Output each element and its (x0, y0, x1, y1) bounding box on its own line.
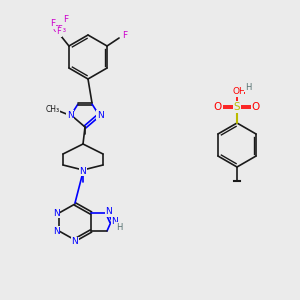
Text: N: N (106, 208, 112, 217)
Text: H: H (245, 82, 251, 91)
Text: N: N (67, 110, 73, 119)
Text: F: F (50, 20, 56, 28)
Text: N: N (52, 226, 59, 236)
Text: N: N (72, 238, 78, 247)
Text: S: S (234, 102, 240, 112)
Text: N: N (112, 218, 118, 226)
Text: CF₃: CF₃ (53, 26, 67, 34)
Text: F: F (122, 32, 128, 40)
Text: O: O (252, 102, 260, 112)
Text: F: F (63, 16, 68, 25)
Text: N: N (97, 110, 104, 119)
Text: OH: OH (232, 88, 246, 97)
Text: CH₃: CH₃ (46, 106, 60, 115)
Text: N: N (52, 208, 59, 217)
Text: O: O (214, 102, 222, 112)
Text: N: N (80, 167, 86, 176)
Text: F: F (56, 28, 61, 37)
Text: H: H (116, 223, 122, 232)
